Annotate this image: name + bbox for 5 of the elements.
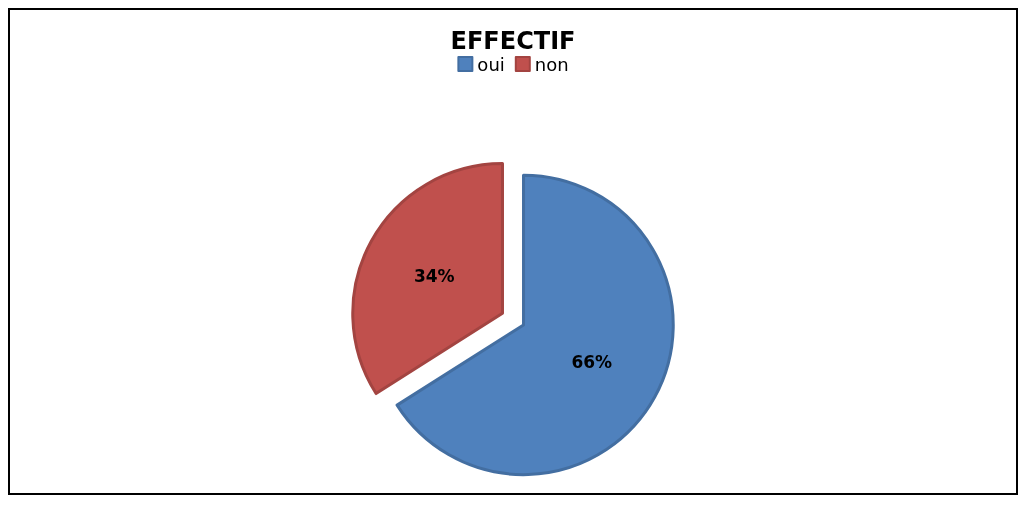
legend-label: non xyxy=(534,53,569,75)
legend-label: oui xyxy=(477,53,505,75)
data-label: 66% xyxy=(571,352,613,373)
data-label: 34% xyxy=(413,265,455,286)
chart-title: EFFECTIF xyxy=(450,27,576,55)
